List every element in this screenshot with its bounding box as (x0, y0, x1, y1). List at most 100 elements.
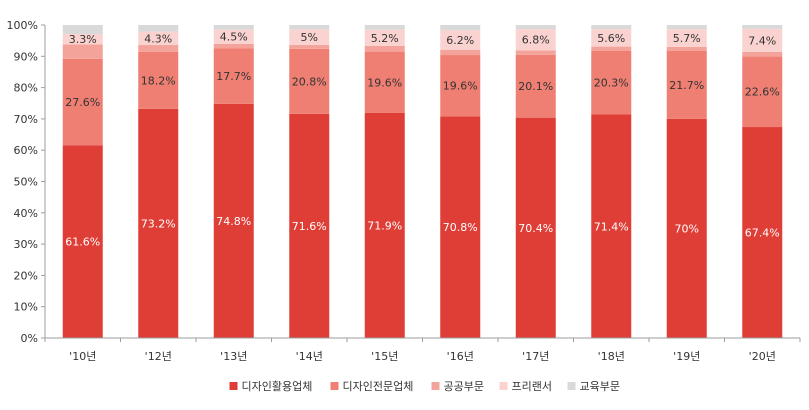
bar-segment (515, 117, 556, 338)
bar-segment (138, 45, 179, 52)
bar-segment (138, 25, 179, 32)
bar-segment (666, 118, 707, 339)
bar-segment (213, 29, 254, 44)
bar-segment (289, 48, 330, 114)
bar-segment (666, 46, 707, 51)
bar-segment (742, 56, 783, 128)
legend-label: 디자인활용업체 (242, 379, 313, 393)
y-axis: 0% 10% 20% 30% 40% 50% 60% 70% 80% 90% 100% (7, 19, 46, 345)
data-label: 6.8% (522, 34, 550, 47)
data-label: 3.3% (69, 33, 97, 46)
bar-segment (440, 116, 481, 339)
data-label: 17.7% (216, 70, 251, 83)
data-label: 7.4% (748, 34, 776, 47)
legend: 디자인활용업체 디자인전문업체 공공부문 프리랜서 교육부문 (229, 379, 620, 393)
bar-segment (591, 46, 632, 51)
data-label: 73.2% (141, 217, 176, 230)
data-label: 70% (675, 222, 699, 235)
bar-segment (62, 145, 103, 338)
data-label: 71.6% (292, 220, 327, 233)
bar-segment (289, 45, 330, 49)
data-label: 71.4% (594, 220, 629, 233)
y-tick-label: 100% (7, 19, 38, 32)
bar-segment (138, 31, 179, 46)
bar-segment (515, 25, 556, 30)
bar-segment (138, 51, 179, 109)
bar-segment (515, 29, 556, 51)
bar-segment (213, 25, 254, 30)
bar-segment (62, 34, 103, 45)
legend-swatch (229, 382, 238, 390)
legend-swatch (567, 382, 576, 390)
bar-segment (213, 48, 254, 104)
legend-label: 교육부문 (580, 380, 620, 393)
bar-segment (138, 108, 179, 338)
x-tick-label: '20년 (749, 350, 776, 363)
data-label: 71.9% (367, 219, 402, 232)
data-label: 5% (301, 31, 318, 44)
y-tick-label: 10% (14, 301, 38, 314)
bar-segment (591, 50, 632, 115)
x-tick-label: '12년 (145, 350, 172, 363)
data-label: 4.3% (144, 32, 172, 45)
legend-label: 프리랜서 (512, 380, 552, 393)
bars: 61.6% 27.6% 3.3% 73.2% 18.2% 4.3% 74.8% 17.7% 4.… (62, 25, 783, 339)
bar-segment (62, 44, 103, 59)
y-tick-label: 90% (14, 50, 38, 63)
data-label: 19.6% (443, 80, 478, 93)
data-label: 5.6% (597, 32, 625, 45)
bar-segment (666, 50, 707, 119)
bar-segment (515, 54, 556, 118)
bar-segment (742, 25, 783, 29)
x-tick-label: '15년 (371, 350, 398, 363)
data-label: 70.8% (443, 221, 478, 234)
data-label: 61.6% (65, 236, 100, 249)
y-tick-label: 0% (21, 332, 38, 345)
data-label: 5.2% (371, 32, 399, 45)
bar-segment (742, 51, 783, 57)
x-tick-label: '14년 (296, 350, 323, 363)
bar-segment (591, 29, 632, 47)
bar-segment (440, 55, 481, 117)
x-tick-label: '17년 (522, 350, 549, 363)
bar-segment (364, 51, 405, 113)
legend-label: 공공부문 (444, 380, 484, 393)
bar-segment (666, 25, 707, 30)
bar-segment (742, 127, 783, 339)
bar-segment (213, 43, 254, 49)
bar-segment (515, 50, 556, 55)
bar-segment (289, 29, 330, 46)
data-label: 70.4% (518, 222, 553, 235)
x-axis: '10년 '12년 '13년 '14년 '15년 '16년 '17년 '18년 '19년 '20년 (44, 337, 801, 363)
bar-segment (213, 103, 254, 338)
y-tick-label: 60% (14, 144, 38, 157)
legend-swatch (499, 382, 508, 390)
data-label: 27.6% (65, 96, 100, 109)
bar-segment (591, 114, 632, 338)
data-label: 20.3% (594, 77, 629, 90)
y-tick-label: 30% (14, 238, 38, 251)
data-label: 67.4% (745, 227, 780, 240)
bar-segment (440, 25, 481, 31)
bar-segment (364, 25, 405, 30)
x-tick-label: '13년 (220, 350, 247, 363)
data-label: 6.2% (446, 34, 474, 47)
y-tick-label: 50% (14, 176, 38, 189)
y-tick-label: 70% (14, 113, 38, 126)
bar-segment (364, 112, 405, 338)
bar-segment (666, 29, 707, 47)
data-label: 74.8% (216, 215, 251, 228)
legend-swatch (330, 382, 339, 390)
legend-label: 디자인전문업체 (343, 380, 414, 393)
data-label: 4.5% (220, 31, 248, 44)
data-label: 19.6% (367, 76, 402, 89)
bar-segment (364, 45, 405, 52)
data-label: 5.7% (673, 32, 701, 45)
bar-segment (364, 29, 405, 46)
bar-segment (62, 25, 103, 35)
data-label: 20.1% (518, 80, 553, 93)
data-label: 18.2% (141, 74, 176, 87)
y-tick-label: 40% (14, 207, 38, 220)
bar-segment (289, 113, 330, 338)
